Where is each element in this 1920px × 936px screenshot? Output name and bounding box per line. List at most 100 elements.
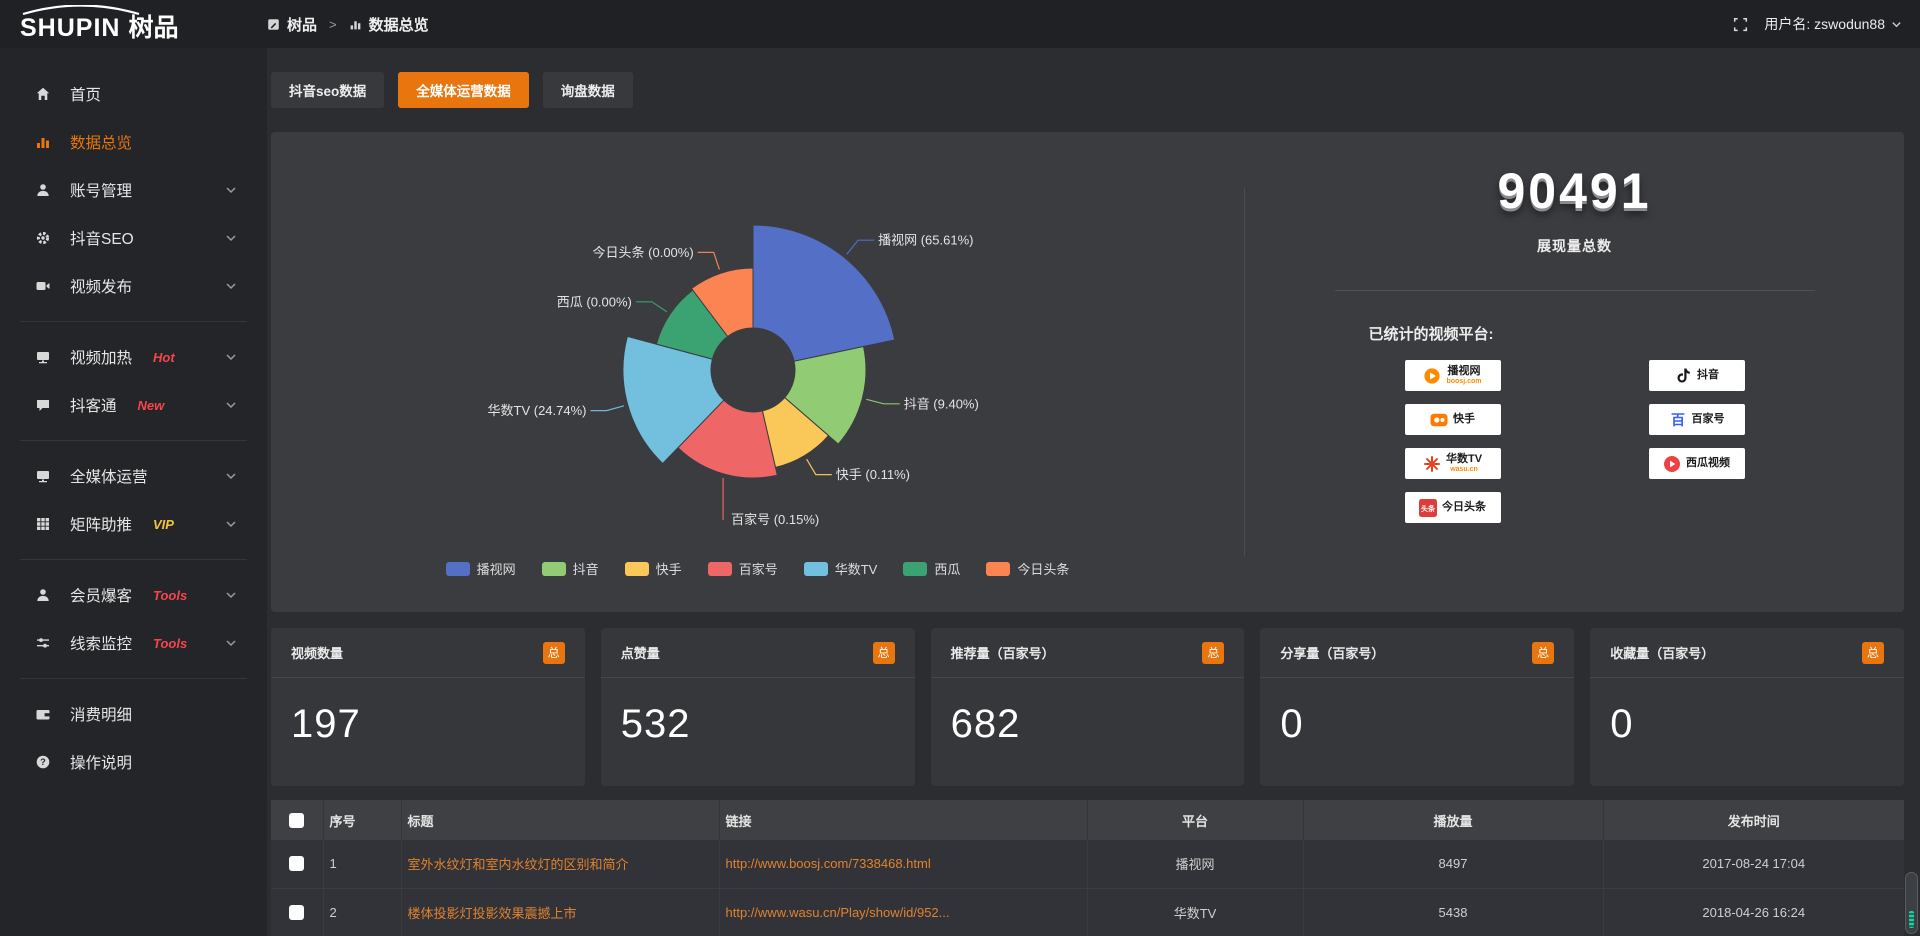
pie-slice-boosj[interactable]: 播视网 (65.61%) <box>752 224 896 362</box>
total-badge: 总 <box>1202 641 1225 664</box>
sidebar-item-clue-monitor[interactable]: 线索监控 Tools <box>0 619 267 667</box>
legend-item-xigua[interactable]: 西瓜 <box>903 559 960 578</box>
platform-share-pie-chart[interactable]: 播视网 (65.61%)抖音 (9.40%)快手 (0.11%)百家号 (0.1… <box>271 132 1244 612</box>
platform-badge-wasu-tv: 华数TV wasu.cn <box>1404 448 1501 479</box>
counted-platforms-label: 已统计的视频平台: <box>1368 326 1494 343</box>
sidebar-badge-new: New <box>137 397 165 413</box>
row-checkbox[interactable] <box>289 904 305 920</box>
row-checkbox[interactable] <box>289 856 305 872</box>
pie-slice-baijiahao[interactable]: 百家号 (0.15%) <box>677 399 778 479</box>
stat-card-recommend-count: 推荐量（百家号） 总 682 <box>930 628 1245 786</box>
logo-text-cn: 树品 <box>128 14 179 42</box>
column-header: 标题 <box>401 800 720 840</box>
legend-chip <box>707 561 732 576</box>
table-row: 1 室外水纹灯和室内水纹灯的区别和简介 http://www.boosj.com/7… <box>271 840 1904 889</box>
platform-badge-kuaishou: 快手 <box>1404 404 1501 435</box>
grid-icon <box>35 516 53 532</box>
column-header: 序号 <box>323 800 402 840</box>
chevron-down-icon <box>225 637 237 649</box>
chevron-down-icon <box>225 351 237 363</box>
sidebar-item-home[interactable]: 首页 <box>0 70 267 118</box>
sidebar-item-label: 首页 <box>70 87 102 104</box>
sidebar-item-operation-guide[interactable]: ? 操作说明 <box>0 738 267 786</box>
sidebar-item-label: 消费明细 <box>70 707 133 724</box>
sidebar-divider <box>20 559 247 560</box>
videos-table: 序号 标题 链接 平台 播放量 发布时间 1 室外水纹灯和室内水纹灯的区别和简介 http:/… <box>271 800 1904 936</box>
user-menu[interactable]: 用户名: zswodun88 <box>1764 14 1902 34</box>
platform-badge-name: 抖音 <box>1697 368 1719 381</box>
stat-card-favorite-count: 收藏量（百家号） 总 0 <box>1590 628 1904 786</box>
platform-badge-name: 华数TV <box>1445 453 1483 466</box>
impressions-summary: 90491 展现量总数 已统计的视频平台: 播视网 boosj.com 快手 华数TV… <box>1245 132 1904 612</box>
breadcrumb-item-shupin[interactable]: 树品 <box>267 14 317 35</box>
legend-item-wasu-tv[interactable]: 华数TV <box>803 559 877 578</box>
pie-label-line-boosj <box>846 239 875 255</box>
sliders-icon <box>35 635 53 651</box>
legend-item-douyin[interactable]: 抖音 <box>541 559 599 578</box>
video-title-link[interactable]: 室外水纹灯和室内水纹灯的区别和简介 <box>407 857 629 873</box>
pie-slice-douyin[interactable]: 抖音 (9.40%) <box>783 345 867 445</box>
tab-douyin-seo-data[interactable]: 抖音seo数据 <box>271 72 385 108</box>
total-badge: 总 <box>1532 641 1555 664</box>
cell-plays: 8497 <box>1303 840 1604 889</box>
cell-index: 1 <box>323 840 402 889</box>
chevron-down-icon <box>225 589 237 601</box>
video-url-link[interactable]: http://www.boosj.com/7338468.html <box>725 856 931 872</box>
platform-badge-name: 今日头条 <box>1442 500 1486 513</box>
legend-item-kuaishou[interactable]: 快手 <box>624 559 682 578</box>
total-badge: 总 <box>872 641 895 664</box>
legend-item-toutiao[interactable]: 今日头条 <box>986 559 1069 578</box>
platform-badge-baijiahao: 百百家号 <box>1648 404 1745 435</box>
sidebar-item-consumption-details[interactable]: 消费明细 <box>0 690 267 738</box>
video-url-link[interactable]: http://www.wasu.cn/Play/show/id/952... <box>725 904 950 920</box>
stat-card-label: 分享量（百家号） <box>1280 646 1385 661</box>
video-title-link[interactable]: 楼体投影灯投影效果震撼上市 <box>407 905 577 921</box>
tab-all-media-operation-data[interactable]: 全媒体运营数据 <box>398 72 529 108</box>
cell-index: 2 <box>323 888 402 936</box>
sidebar-item-label: 矩阵助推 <box>70 517 133 534</box>
sidebar-item-data-overview[interactable]: 数据总览 <box>0 118 267 166</box>
xigua-logo-icon <box>1663 455 1681 473</box>
username-label: 用户名: zswodun88 <box>1764 16 1885 32</box>
sidebar-item-matrix-boost[interactable]: 矩阵助推 VIP <box>0 500 267 548</box>
cell-plays: 5438 <box>1303 888 1604 936</box>
summary-divider <box>1334 290 1815 291</box>
sidebar-item-label: 数据总览 <box>70 135 133 152</box>
scrollbar-thumb[interactable] <box>1905 872 1918 934</box>
videos-table-wrap: 序号 标题 链接 平台 播放量 发布时间 1 室外水纹灯和室内水纹灯的区别和简介 http:/… <box>271 800 1904 936</box>
pie-label-xigua: 西瓜 (0.00%) <box>557 294 632 309</box>
sidebar-item-douyin-seo[interactable]: 抖音SEO <box>0 214 267 262</box>
user-icon <box>35 182 53 198</box>
sidebar-item-video-publish[interactable]: 视频发布 <box>0 262 267 310</box>
sidebar-item-label: 视频发布 <box>70 279 133 296</box>
legend-item-baijiahao[interactable]: 百家号 <box>707 559 778 578</box>
platform-badges: 播视网 boosj.com 快手 华数TV wasu.cn 头条 今日头条 抖音百百家号 西瓜… <box>1404 360 1745 523</box>
pie-slice-wasu-tv[interactable]: 华数TV (24.74%) <box>622 335 725 465</box>
fullscreen-icon[interactable] <box>1733 17 1748 32</box>
chevron-down-icon <box>225 280 237 292</box>
home-icon <box>35 86 53 102</box>
select-all-checkbox[interactable] <box>289 812 305 828</box>
legend-item-boosj[interactable]: 播视网 <box>445 559 516 578</box>
platform-badge-name: 百家号 <box>1691 412 1725 425</box>
breadcrumb-item-data-overview[interactable]: 数据总览 <box>349 14 429 35</box>
sidebar-item-douketong[interactable]: 抖客通 New <box>0 381 267 429</box>
pie-slice-toutiao[interactable]: 今日头条 (0.00%) <box>690 267 754 338</box>
sidebar-item-label: 抖客通 <box>70 398 117 415</box>
video-icon <box>35 278 53 294</box>
topbar: SHUPIN 树品 树品 > 数据总览 用户名: zswodun88 <box>0 0 1920 48</box>
column-header: 链接 <box>719 800 1088 840</box>
display-icon <box>35 349 53 365</box>
sidebar-divider <box>20 440 247 441</box>
overview-panel: 播视网 (65.61%) 抖音 (9.40%) 快手 (0.11%) 百家号 (0.1… <box>271 132 1904 612</box>
sidebar-item-video-heating[interactable]: 视频加热 Hot <box>0 333 267 381</box>
baijiahao-logo-icon: 百 <box>1669 411 1687 429</box>
sidebar-item-all-media-operation[interactable]: 全媒体运营 <box>0 452 267 500</box>
sidebar-item-member-baoke[interactable]: 会员爆客 Tools <box>0 571 267 619</box>
main-content: 抖音seo数据 全媒体运营数据 询盘数据 播视网 (65.61%) 抖音 (9.40%… <box>267 48 1920 936</box>
pie-label-toutiao: 今日头条 (0.00%) <box>593 245 694 260</box>
sidebar-item-account-management[interactable]: 账号管理 <box>0 166 267 214</box>
topbar-right: 用户名: zswodun88 <box>1733 14 1920 34</box>
tab-inquiry-data[interactable]: 询盘数据 <box>542 72 633 108</box>
legend-label: 百家号 <box>738 562 778 577</box>
